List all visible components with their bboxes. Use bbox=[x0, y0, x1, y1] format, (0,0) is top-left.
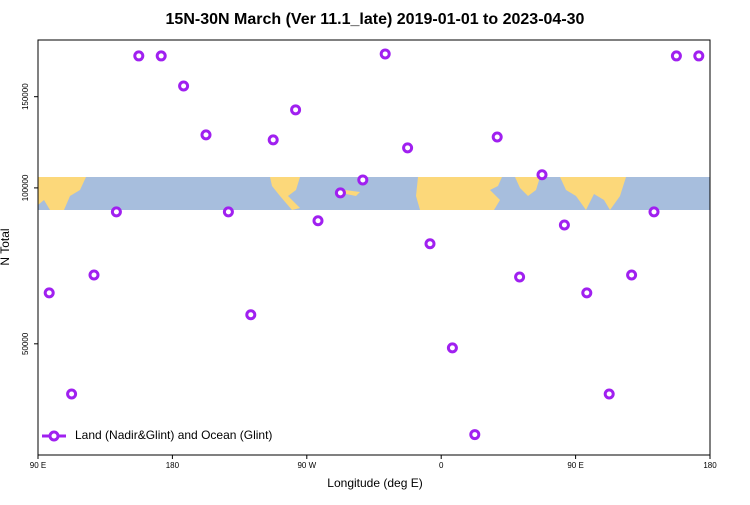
point bbox=[43, 287, 55, 299]
point bbox=[155, 50, 167, 62]
x-tick-label: 180 bbox=[166, 461, 180, 470]
point bbox=[648, 206, 660, 218]
point bbox=[402, 142, 414, 154]
point bbox=[446, 342, 458, 354]
point bbox=[290, 104, 302, 116]
point bbox=[88, 269, 100, 281]
x-tick-label: 90 E bbox=[567, 461, 583, 470]
point bbox=[133, 50, 145, 62]
x-tick-label: 180 bbox=[703, 461, 717, 470]
y-axis-label: N Total bbox=[0, 228, 12, 265]
x-tick-label: 90 W bbox=[297, 461, 316, 470]
y-tick-label: 150000 bbox=[21, 83, 30, 110]
y-tick-label: 100000 bbox=[21, 174, 30, 201]
point bbox=[200, 129, 212, 141]
point bbox=[222, 206, 234, 218]
legend-marker bbox=[48, 430, 60, 442]
map-band bbox=[38, 177, 710, 210]
legend-label: Land (Nadir&Glint) and Ocean (Glint) bbox=[75, 428, 272, 442]
point bbox=[178, 80, 190, 92]
point bbox=[66, 388, 78, 400]
x-tick-label: 0 bbox=[439, 461, 444, 470]
point bbox=[514, 271, 526, 283]
x-tick-label: 90 E bbox=[30, 461, 46, 470]
chart-title: 15N-30N March (Ver 11.1_late) 2019-01-01… bbox=[166, 11, 585, 28]
point bbox=[558, 219, 570, 231]
plot-frame bbox=[37, 39, 711, 456]
point bbox=[379, 48, 391, 60]
point bbox=[693, 50, 705, 62]
point bbox=[110, 206, 122, 218]
y-tick-label: 50000 bbox=[21, 332, 30, 355]
point bbox=[626, 269, 638, 281]
point bbox=[469, 429, 481, 441]
point bbox=[491, 131, 503, 143]
point bbox=[581, 287, 593, 299]
point bbox=[536, 169, 548, 181]
point bbox=[424, 238, 436, 250]
point bbox=[670, 50, 682, 62]
point bbox=[357, 174, 369, 186]
point bbox=[312, 215, 324, 227]
point bbox=[334, 187, 346, 199]
point bbox=[245, 309, 257, 321]
x-axis-label: Longitude (deg E) bbox=[327, 476, 422, 490]
point bbox=[603, 388, 615, 400]
point bbox=[267, 134, 279, 146]
